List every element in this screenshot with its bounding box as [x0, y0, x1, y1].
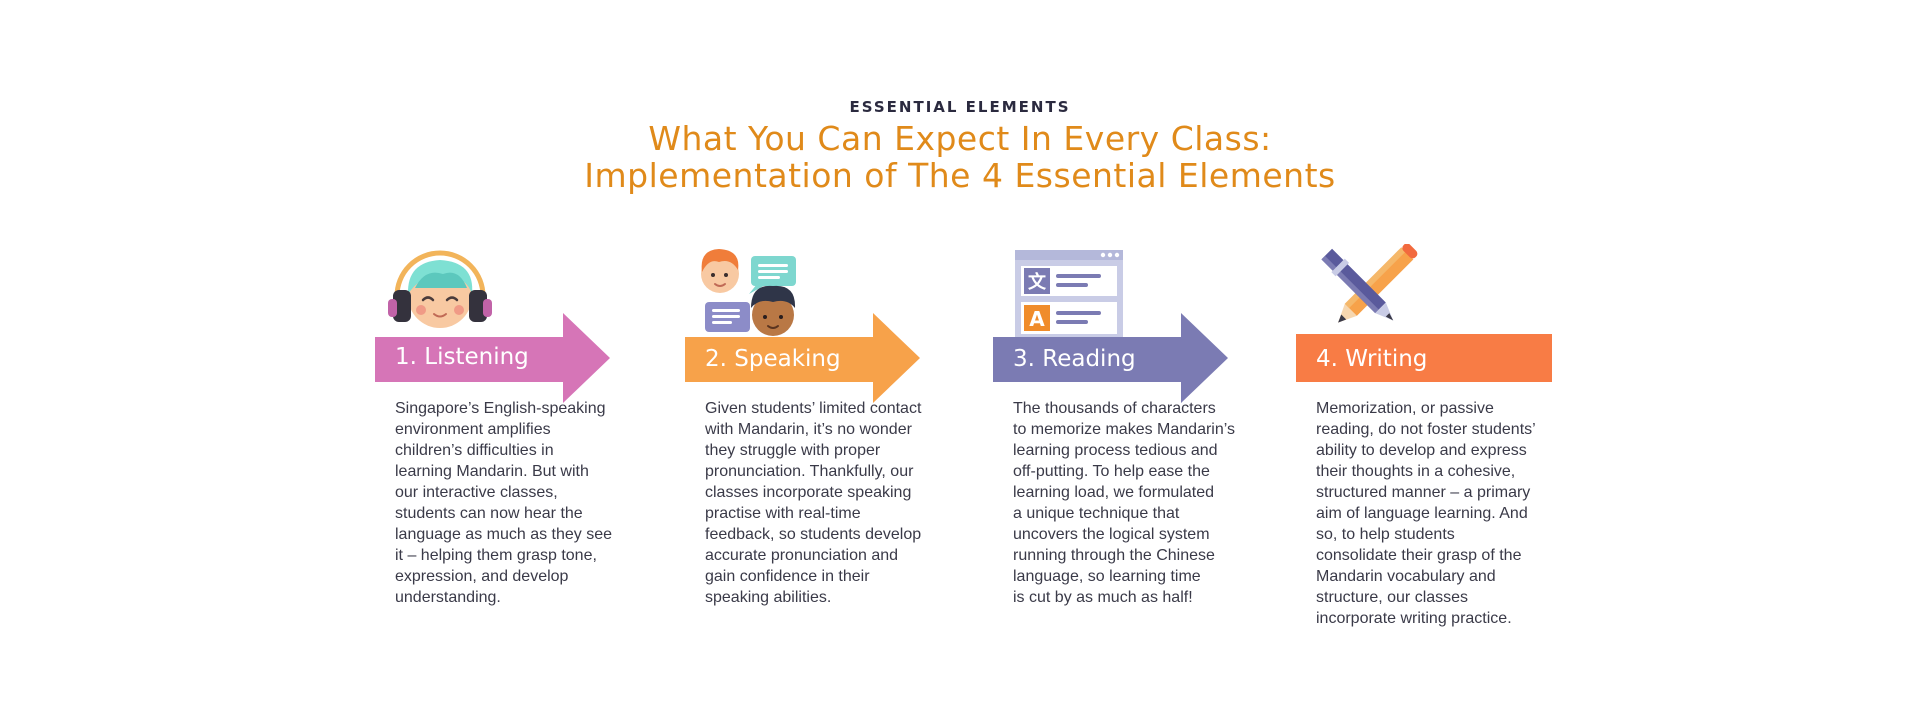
- listening-child-headphones-icon: [388, 250, 492, 328]
- description-reading: The thousands of characters to memorize …: [1013, 400, 1236, 606]
- svg-text:文: 文: [1028, 271, 1047, 293]
- page-title: What You Can Expect In Every Class: Impl…: [0, 120, 1920, 194]
- speaking-chat-icon: [701, 249, 796, 336]
- element-card-speaking: 2. Speaking Given students’ limited cont…: [685, 0, 945, 727]
- svg-text:A: A: [1029, 307, 1045, 331]
- step-label-listening: 1. Listening: [395, 344, 529, 370]
- writing-pencil-pen-icon: [1321, 244, 1418, 323]
- reading-translation-window-icon: 文 A: [1015, 250, 1123, 342]
- speaking-arrow: [685, 313, 920, 403]
- section-eyebrow: ESSENTIAL ELEMENTS: [849, 98, 1071, 116]
- element-card-listening: 1. Listening Singapore’s English-speakin…: [375, 0, 635, 727]
- description-listening: Singapore’s English-speaking environment…: [395, 400, 613, 606]
- description-speaking: Given students’ limited contact with Man…: [705, 400, 922, 606]
- writing-banner: [1296, 334, 1552, 382]
- step-label-speaking: 2. Speaking: [705, 346, 841, 372]
- step-label-reading: 3. Reading: [1013, 346, 1136, 372]
- step-label-writing: 4. Writing: [1316, 346, 1428, 372]
- element-card-reading: 文 A 3. Reading The thousands of characte…: [993, 0, 1253, 727]
- title-line-2: Implementation of The 4 Essential Elemen…: [584, 156, 1336, 195]
- description-writing: Memorization, or passive reading, do not…: [1316, 400, 1536, 627]
- title-line-1: What You Can Expect In Every Class:: [648, 119, 1272, 158]
- reading-arrow: [993, 313, 1228, 403]
- listening-arrow: [375, 313, 610, 403]
- element-card-writing: 4. Writing Memorization, or passive read…: [1296, 0, 1556, 727]
